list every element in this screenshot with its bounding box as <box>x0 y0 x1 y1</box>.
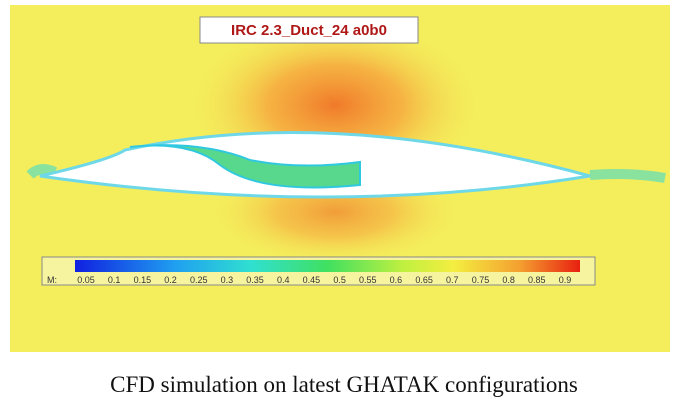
colorbar-tick-label: 0.7 <box>446 275 459 285</box>
colorbar-tick-label: 0.15 <box>134 275 152 285</box>
colorbar-tick-label: 0.45 <box>303 275 321 285</box>
colorbar-tick-label: 0.65 <box>415 275 433 285</box>
label-box <box>199 16 419 44</box>
colorbar-ticks: 0.05 0.1 0.15 0.2 0.25 0.3 0.35 0.4 0.45 0.5 0.55 0… <box>77 275 571 285</box>
colorbar-tick-label: 0.3 <box>221 275 234 285</box>
colorbar-tick-label: 0.75 <box>472 275 490 285</box>
colorbar <box>75 260 580 272</box>
colorbar-tick-label: 0.9 <box>559 275 572 285</box>
colorbar-tick-label: 0.35 <box>246 275 264 285</box>
label: IRC 2.3_Duct_24 a0b0 <box>231 22 387 39</box>
colorbar-tick-label: 0.8 <box>502 275 515 285</box>
colorbar-title: M: <box>47 275 57 285</box>
colorbar-tick-label: 0.2 <box>164 275 177 285</box>
caption: CFD simulation on latest GHATAK configur… <box>110 372 578 397</box>
colorbar-tick-label: 0.1 <box>108 275 121 285</box>
colorbar-tick-label: 0.6 <box>390 275 403 285</box>
colorbar-tick-label: 0.5 <box>333 275 346 285</box>
colorbar-tick-label: 0.25 <box>190 275 208 285</box>
duct <box>129 144 361 189</box>
colorbar-tick-label: 0.4 <box>277 275 290 285</box>
colorbar-tick-label: 0.55 <box>359 275 377 285</box>
colorbar-tick-label: 0.85 <box>528 275 546 285</box>
colorbar-tick-label: 0.05 <box>77 275 95 285</box>
wake <box>26 164 666 183</box>
